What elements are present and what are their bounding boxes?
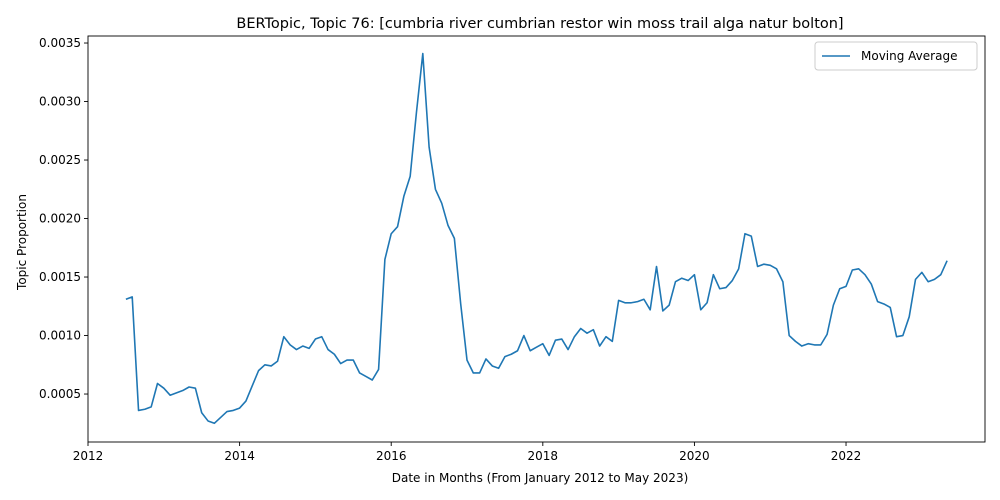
legend: Moving Average [814, 41, 978, 71]
x-axis: 2012 2014 2016 2018 2020 2022 [73, 442, 862, 463]
series-line-moving-average [125, 52, 948, 425]
y-tick-label: 0.0025 [39, 153, 81, 167]
chart-title: BERTopic, Topic 76: [cumbria river cumbr… [236, 16, 843, 32]
x-tick-label: 2012 [73, 449, 104, 463]
x-tick-label: 2020 [679, 449, 710, 463]
legend-box [814, 41, 978, 71]
y-tick-label: 0.0005 [39, 387, 81, 401]
x-tick-label: 2022 [831, 449, 862, 463]
x-axis-label: Date in Months (From January 2012 to May… [392, 471, 689, 485]
y-tick-label: 0.0015 [39, 270, 81, 284]
y-axis-label: Topic Proportion [15, 194, 29, 291]
x-tick-label: 2016 [376, 449, 407, 463]
y-axis: 0.0005 0.0010 0.0015 0.0020 0.0025 0.0030 0.00… [39, 36, 88, 401]
legend-entry-moving-average: Moving Average [861, 49, 957, 63]
y-tick-label: 0.0010 [39, 329, 81, 343]
x-tick-label: 2018 [528, 449, 559, 463]
y-tick-label: 0.0035 [39, 36, 81, 50]
plot-frame [87, 35, 986, 443]
y-tick-label: 0.0030 [39, 95, 81, 109]
y-tick-label: 0.0020 [39, 212, 81, 226]
x-tick-label: 2014 [224, 449, 255, 463]
